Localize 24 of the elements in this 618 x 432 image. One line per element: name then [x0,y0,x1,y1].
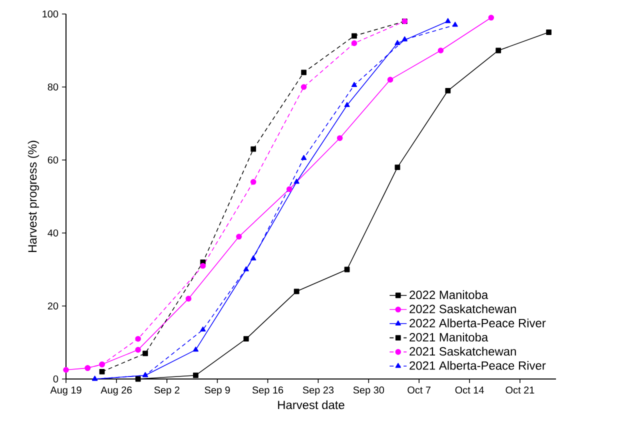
y-tick-label: 60 [48,156,58,164]
legend-label: 2021 Alberta-Peace River [410,361,546,370]
legend-label: 2021 Manitoba [410,332,488,342]
x-tick-label: Sep 2 [154,386,180,396]
y-tick-label: 100 [42,10,58,18]
x-tick-label: Sep 9 [204,386,230,396]
x-tick-label: Oct 7 [408,386,430,394]
x-tick-label: Sep 23 [302,386,334,396]
x-tick-label: Oct 21 [506,386,534,394]
x-tick-label: Aug 26 [100,386,132,396]
y-tick-label: 40 [48,229,58,237]
y-tick-label: 20 [48,302,58,310]
y-tick-label: 0 [53,375,58,383]
x-tick-label: Oct 14 [455,386,484,394]
legend-label: 2021 Saskatchewan [410,346,516,356]
x-axis-title: Harvest date [278,400,344,410]
legend-label: 2022 Saskatchewan [410,304,516,314]
y-tick-label: 80 [48,83,58,91]
legend-label: 2022 Alberta-Peace River [410,318,546,328]
y-axis-title: Harvest progress (%) [28,140,40,252]
x-tick-label: Sep 30 [353,386,384,396]
x-tick-label: Aug 19 [50,386,82,396]
legend-label: 2022 Manitoba [410,290,488,300]
x-tick-label: Sep 16 [252,386,284,396]
